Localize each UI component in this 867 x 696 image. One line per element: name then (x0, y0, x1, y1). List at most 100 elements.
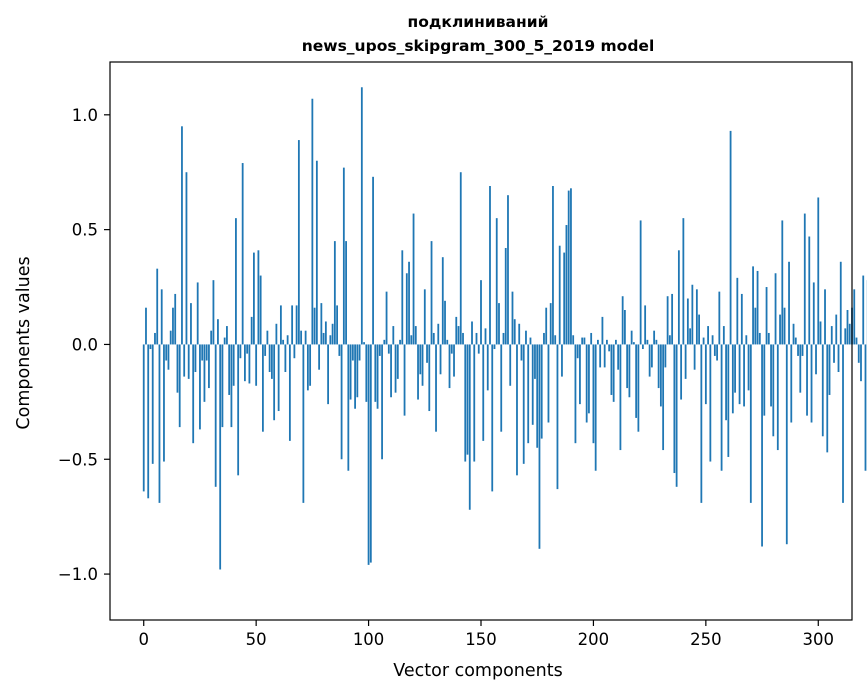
bar (498, 303, 500, 345)
bar (615, 339, 617, 345)
bar (257, 250, 260, 345)
bar (709, 344, 712, 462)
bar (637, 344, 640, 432)
bar (165, 344, 168, 361)
bar (731, 344, 734, 414)
bar (572, 335, 575, 345)
bar (428, 344, 431, 412)
bar (767, 332, 770, 345)
bar (262, 344, 264, 432)
bar (419, 344, 422, 375)
bar (466, 344, 469, 455)
bar (437, 323, 440, 345)
bar (846, 310, 849, 345)
bar (244, 344, 246, 382)
bar (439, 344, 442, 375)
bar (644, 305, 647, 345)
bar (765, 287, 768, 345)
bar (630, 330, 633, 345)
bar (190, 303, 192, 345)
bar (374, 344, 377, 402)
bar (322, 332, 325, 345)
bar (340, 344, 343, 460)
bar (338, 344, 341, 356)
bar (315, 160, 318, 345)
bar (266, 330, 269, 345)
bar (446, 339, 449, 345)
bar (776, 344, 779, 451)
bar (529, 337, 532, 345)
bar (203, 344, 206, 402)
bar (812, 282, 815, 345)
bar (817, 197, 820, 345)
bar (226, 326, 228, 345)
bar (495, 218, 498, 345)
bar (270, 344, 273, 379)
bar (772, 344, 775, 437)
bar (291, 305, 294, 345)
bar (792, 323, 795, 345)
bars-group (142, 87, 867, 570)
bar (561, 344, 563, 377)
bar (547, 344, 550, 423)
x-tick-label: 150 (465, 630, 497, 649)
bar (151, 344, 154, 464)
bar (752, 266, 754, 345)
bar (241, 163, 244, 345)
bar (392, 326, 395, 345)
bar (781, 220, 784, 345)
bar (695, 289, 698, 345)
bar (691, 284, 694, 345)
bar (473, 344, 476, 462)
bar (372, 176, 374, 345)
bar (704, 344, 707, 405)
bar (142, 344, 145, 492)
bar (779, 314, 781, 345)
bar (720, 344, 723, 471)
bar (839, 261, 842, 345)
bar (183, 344, 186, 377)
bar (174, 293, 177, 345)
bar (522, 344, 525, 464)
bar (534, 344, 536, 379)
x-tick-label: 200 (578, 630, 610, 649)
bar (167, 344, 170, 370)
bar (862, 275, 865, 345)
bar (185, 172, 188, 345)
bar (145, 307, 147, 345)
bar (648, 344, 651, 377)
bar (716, 344, 718, 361)
bar (205, 344, 208, 361)
bar (556, 344, 559, 490)
bar (489, 186, 491, 345)
bar (736, 277, 739, 345)
x-axis-label: Vector components (393, 661, 562, 681)
bar (268, 344, 271, 372)
x-tick-label: 50 (246, 630, 267, 649)
bar (306, 344, 309, 391)
bar (756, 270, 759, 345)
bar (693, 344, 696, 370)
bar (219, 344, 222, 570)
bar (855, 337, 858, 345)
bar (237, 344, 240, 476)
bar (763, 344, 766, 416)
bar (176, 344, 179, 393)
bar (713, 344, 716, 356)
bar (358, 344, 361, 361)
bar (457, 326, 460, 345)
bar (223, 337, 226, 345)
bar (641, 344, 644, 350)
bar (320, 303, 323, 345)
bar (536, 344, 539, 448)
bar (199, 344, 201, 430)
bar (336, 305, 338, 345)
bar (255, 344, 258, 386)
bar (844, 328, 847, 345)
bar (378, 344, 381, 356)
bar (468, 344, 471, 510)
bar (619, 344, 622, 451)
bar (448, 344, 451, 389)
bar (734, 344, 736, 393)
bar (228, 344, 231, 395)
